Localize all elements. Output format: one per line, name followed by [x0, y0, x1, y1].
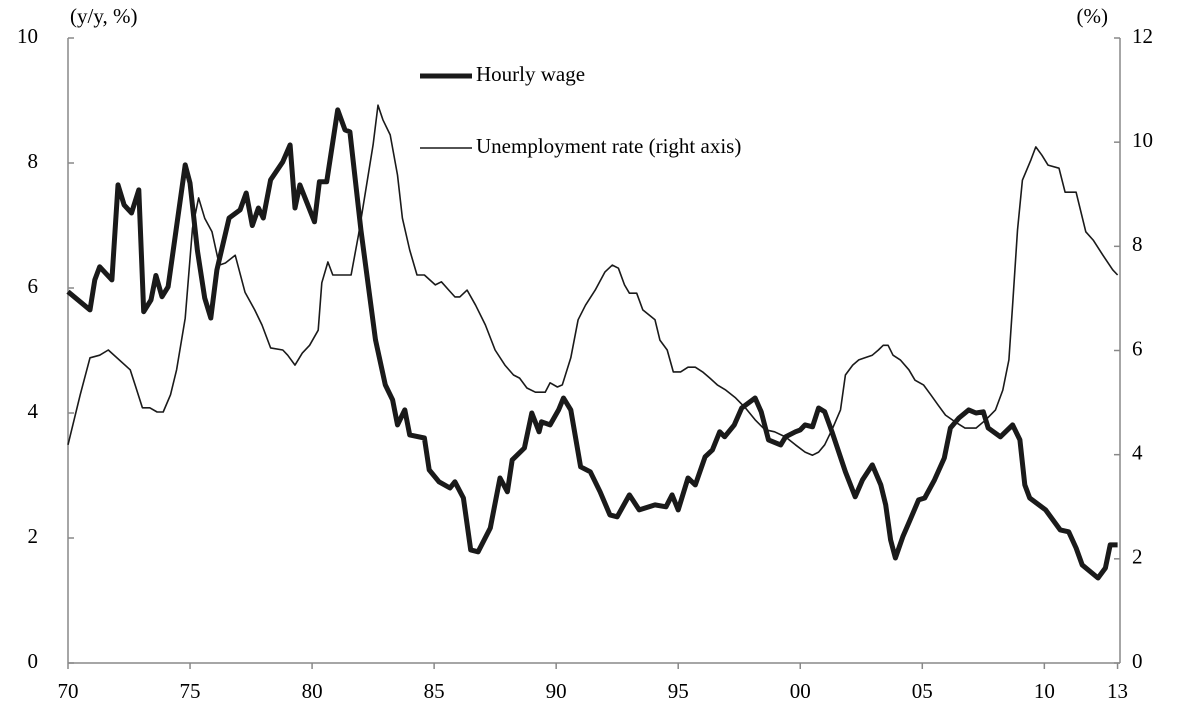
y2-axis-label: (%): [1077, 4, 1108, 28]
x-tick-label: 80: [302, 679, 323, 703]
x-tick-label: 95: [668, 679, 689, 703]
x-tick-label: 10: [1034, 679, 1055, 703]
y-tick-label: 2: [28, 524, 39, 548]
series-line: [66, 107, 1118, 581]
x-tick-label: 05: [912, 679, 933, 703]
y-axis-label: (y/y, %): [70, 4, 137, 28]
y2-tick-label: 6: [1132, 336, 1143, 360]
y2-tick-label: 10: [1132, 128, 1153, 152]
series-line: [67, 104, 1119, 456]
y-tick-label: 4: [28, 399, 39, 423]
y2-tick-label: 2: [1132, 545, 1143, 569]
x-tick-label: 85: [424, 679, 445, 703]
y-tick-label: 8: [28, 149, 39, 173]
x-tick-label: 00: [790, 679, 811, 703]
y-tick-label: 0: [28, 649, 39, 673]
y2-tick-label: 4: [1132, 440, 1143, 464]
y2-tick-label: 0: [1132, 649, 1143, 673]
legend-label: Hourly wage: [476, 62, 585, 86]
x-tick-label: 90: [546, 679, 567, 703]
y-tick-label: 6: [28, 274, 39, 298]
y2-tick-label: 8: [1132, 232, 1143, 256]
x-tick-label: 13: [1107, 679, 1128, 703]
legend-label: Unemployment rate (right axis): [476, 134, 741, 158]
y-tick-label: 10: [17, 24, 38, 48]
x-tick-label: 75: [180, 679, 201, 703]
x-tick-label: 70: [58, 679, 79, 703]
y2-tick-label: 12: [1132, 24, 1153, 48]
